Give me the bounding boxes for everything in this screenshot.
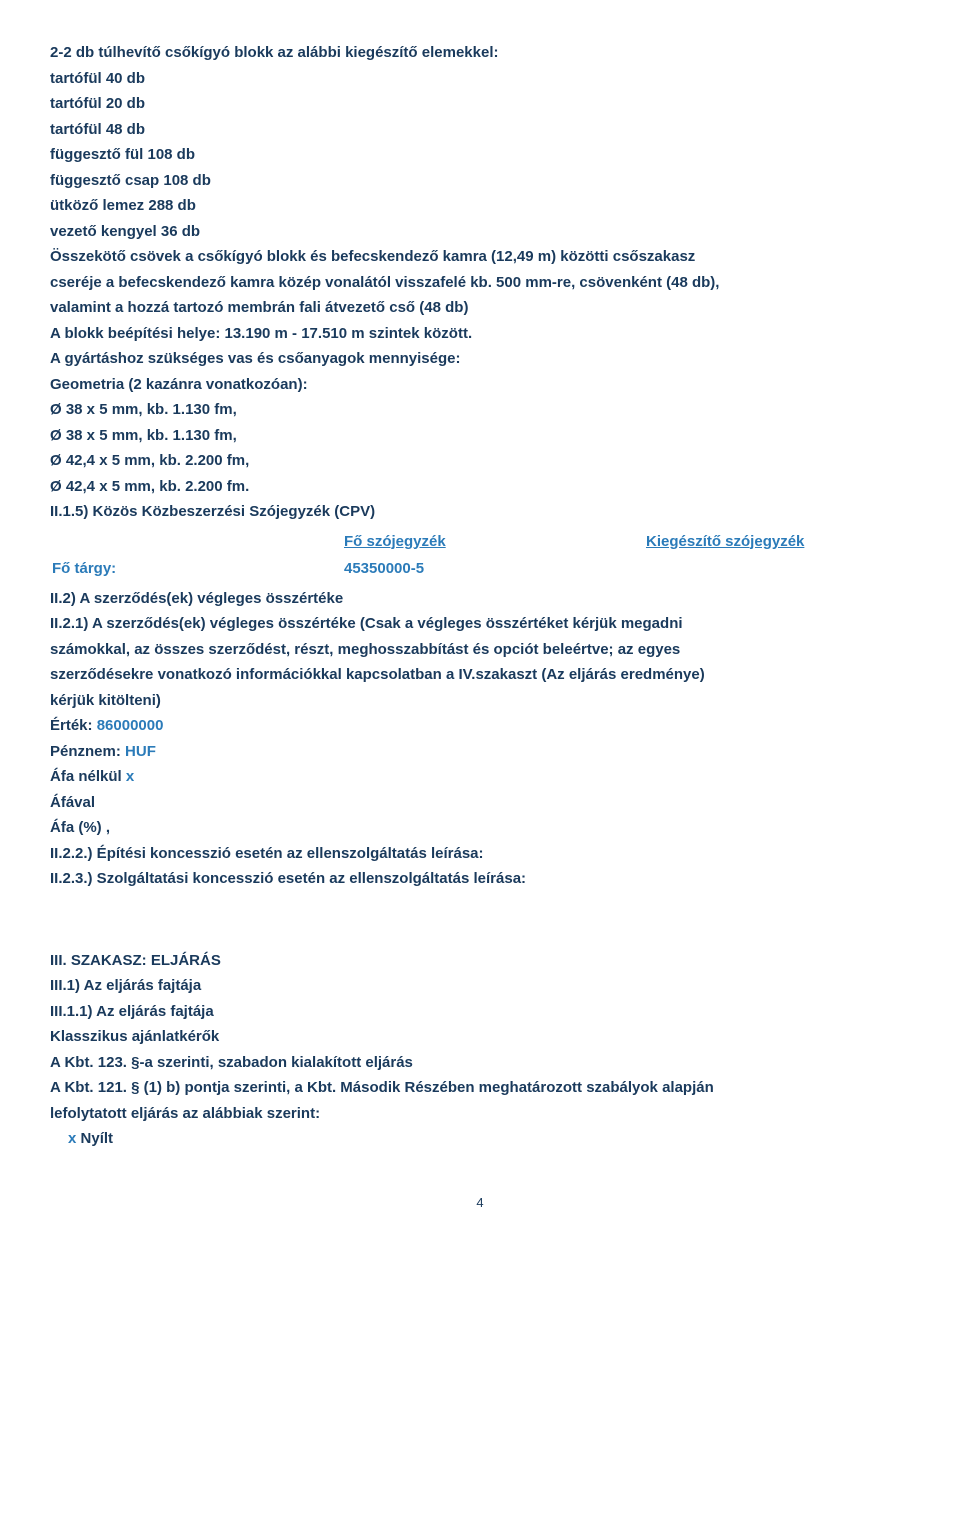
vat-without-row: Áfa nélkül x	[50, 764, 910, 790]
body-line: tartófül 20 db	[50, 91, 910, 117]
nyilt-label: Nyílt	[81, 1130, 114, 1147]
nyilt-row: x Nyílt	[50, 1126, 910, 1152]
cpv-row-value: 45350000-5	[344, 560, 424, 577]
body-line: 2-2 db túlhevítő csőkígyó blokk az alább…	[50, 40, 910, 66]
value-row: Érték: 86000000	[50, 713, 910, 739]
vat-without-label: Áfa nélkül	[50, 768, 122, 785]
section-heading-ii22: II.2.2.) Építési koncesszió esetén az el…	[50, 841, 910, 867]
section-heading-iii: III. SZAKASZ: ELJÁRÁS	[50, 948, 910, 974]
body-line: Ø 42,4 x 5 mm, kb. 2.200 fm.	[50, 474, 910, 500]
body-line: Ø 42,4 x 5 mm, kb. 2.200 fm,	[50, 448, 910, 474]
section-ii21-line: számokkal, az összes szerződést, részt, …	[50, 637, 910, 663]
body-line: A blokk beépítési helye: 13.190 m - 17.5…	[50, 321, 910, 347]
nyilt-mark: x	[68, 1130, 76, 1147]
section-heading-ii2: II.2) A szerződés(ek) végleges összérték…	[50, 586, 910, 612]
section-ii21-line: szerződésekre vonatkozó információkkal k…	[50, 662, 910, 688]
kbt123-line: A Kbt. 123. §-a szerinti, szabadon kiala…	[50, 1050, 910, 1076]
cpv-col2-header: Kiegészítő szójegyzék	[646, 533, 804, 550]
body-line: tartófül 40 db	[50, 66, 910, 92]
section-heading-ii23: II.2.3.) Szolgáltatási koncesszió esetén…	[50, 866, 910, 892]
body-line: függesztő fül 108 db	[50, 142, 910, 168]
cpv-col1-header: Fő szójegyzék	[344, 533, 446, 550]
kbt121-line2: lefolytatott eljárás az alábbiak szerint…	[50, 1101, 910, 1127]
body-line: cseréje a befecskendező kamra közép vona…	[50, 270, 910, 296]
klasszikus-line: Klasszikus ajánlatkérők	[50, 1024, 910, 1050]
section-heading-iii11: III.1.1) Az eljárás fajtája	[50, 999, 910, 1025]
body-line: vezető kengyel 36 db	[50, 219, 910, 245]
body-line: függesztő csap 108 db	[50, 168, 910, 194]
section-ii21-line: II.2.1) A szerződés(ek) végleges összért…	[50, 611, 910, 637]
value-amount: 86000000	[97, 717, 164, 734]
body-line: A gyártáshoz szükséges vas és csőanyagok…	[50, 346, 910, 372]
body-line: tartófül 48 db	[50, 117, 910, 143]
body-line: Ø 38 x 5 mm, kb. 1.130 fm,	[50, 423, 910, 449]
section-ii21-line: kérjük kitölteni)	[50, 688, 910, 714]
vat-with-row: Áfával	[50, 790, 910, 816]
vat-without-mark: x	[126, 768, 134, 785]
body-line: valamint a hozzá tartozó membrán fali át…	[50, 295, 910, 321]
section-heading-cpv: II.1.5) Közös Közbeszerzési Szójegyzék (…	[50, 499, 910, 525]
body-line: Ø 38 x 5 mm, kb. 1.130 fm,	[50, 397, 910, 423]
value-label: Érték:	[50, 717, 93, 734]
currency-row: Pénznem: HUF	[50, 739, 910, 765]
cpv-row-label: Fő tárgy:	[52, 560, 116, 577]
section-spacer	[50, 892, 910, 920]
currency-label: Pénznem:	[50, 743, 121, 760]
body-line: Geometria (2 kazánra vonatkozóan):	[50, 372, 910, 398]
currency-value: HUF	[125, 743, 156, 760]
vat-pct-row: Áfa (%) ,	[50, 815, 910, 841]
page-number: 4	[50, 1192, 910, 1214]
kbt121-line1: A Kbt. 121. § (1) b) pontja szerinti, a …	[50, 1075, 910, 1101]
section-spacer	[50, 920, 910, 948]
cpv-table: Fő szójegyzék Kiegészítő szójegyzék Fő t…	[50, 527, 814, 584]
body-line: Összekötő csövek a csőkígyó blokk és bef…	[50, 244, 910, 270]
section-heading-iii1: III.1) Az eljárás fajtája	[50, 973, 910, 999]
body-line: ütköző lemez 288 db	[50, 193, 910, 219]
document-body: 2-2 db túlhevítő csőkígyó blokk az alább…	[50, 40, 910, 1152]
